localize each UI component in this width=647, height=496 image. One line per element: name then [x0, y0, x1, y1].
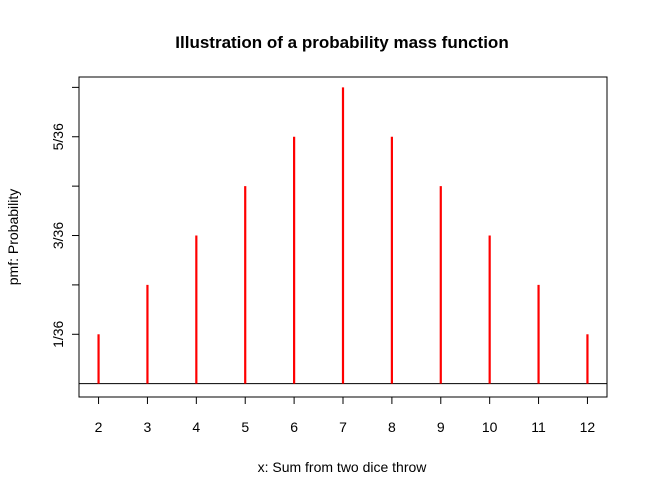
- x-tick-label-6: 6: [290, 419, 298, 435]
- x-tick-label-10: 10: [482, 419, 498, 435]
- x-tick-label-8: 8: [388, 419, 396, 435]
- chart-title: Illustration of a probability mass funct…: [175, 33, 508, 52]
- x-tick-label-2: 2: [95, 419, 103, 435]
- x-tick-label-9: 9: [437, 419, 445, 435]
- x-tick-label-4: 4: [192, 419, 200, 435]
- y-tick-label-0: 1/36: [50, 320, 66, 347]
- x-tick-label-11: 11: [531, 419, 546, 435]
- y-axis-label: pmf: Probability: [5, 189, 21, 285]
- x-tick-label-7: 7: [339, 419, 347, 435]
- x-tick-label-12: 12: [580, 419, 596, 435]
- y-tick-label-4: 5/36: [50, 123, 66, 150]
- x-tick-label-3: 3: [144, 419, 152, 435]
- x-axis-label: x: Sum from two dice throw: [258, 459, 428, 475]
- y-tick-label-2: 3/36: [50, 222, 66, 249]
- x-tick-label-5: 5: [241, 419, 249, 435]
